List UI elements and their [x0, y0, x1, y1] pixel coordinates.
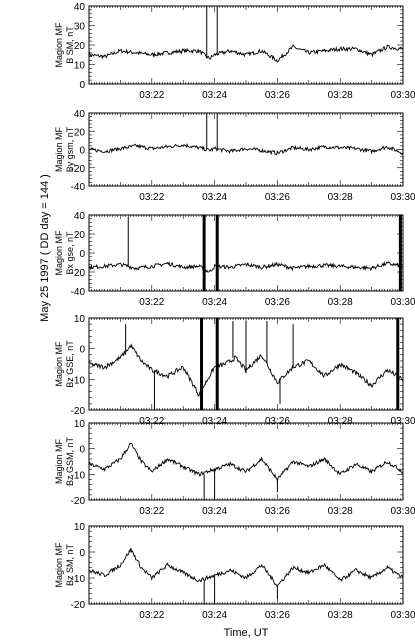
x-tick-label: 03:22 [139, 506, 164, 517]
y-tick-label: 40 [74, 2, 86, 13]
series-line [89, 260, 403, 273]
x-tick-label: 03:22 [139, 297, 164, 308]
y-tick-label: 10 [74, 522, 86, 533]
y-axis-label: By gsm, nT [65, 126, 75, 172]
y-axis-label: Bz GSE, nT [65, 340, 75, 388]
y-tick-label: 10 [74, 61, 86, 72]
panel-4: -20 -10 0 10 03:22 03:24 03:26 03:28 03:30 Magion… [54, 314, 415, 427]
y-tick-label: 0 [79, 548, 85, 559]
x-tick-label: 03:24 [202, 506, 227, 517]
x-tick-label: 03:30 [390, 416, 415, 427]
y-tick-label: -10 [71, 574, 86, 585]
y-tick-label: 10 [74, 314, 86, 325]
y-tick-label: 0 [79, 249, 85, 260]
x-tick-label: 03:26 [265, 90, 290, 101]
y-tick-label: 0 [79, 445, 85, 456]
plot-frame [88, 214, 404, 292]
x-tick-label: 03:28 [328, 192, 353, 203]
y-tick-label: -10 [71, 375, 86, 386]
series-line [89, 442, 403, 483]
y-axis-label: Magion MF [54, 341, 64, 387]
panel-3: -40 -20 0 20 40 03:22 03:24 03:26 03:28 03:30 Magi… [54, 211, 415, 308]
y-tick-label: -20 [71, 268, 86, 279]
x-tick-label: 03:26 [265, 416, 290, 427]
y-axis-label: Bz SM, nT [65, 543, 75, 586]
y-axis-label: Magion MF [54, 542, 64, 588]
y-axis-label: Bx gse, nT [65, 231, 75, 275]
y-tick-label: 0 [79, 345, 85, 356]
series-line [89, 143, 403, 156]
y-axis-label: Magion MF [54, 22, 64, 68]
y-axis-label: Magion MF [54, 230, 64, 276]
panel-1: 0 10 20 30 40 03:22 03:24 03:26 03:28 03:30 Magion… [54, 2, 415, 101]
x-tick-label: 03:28 [328, 90, 353, 101]
x-tick-label: 03:30 [390, 610, 415, 621]
y-tick-label: 20 [74, 230, 86, 241]
y-tick-label: -20 [71, 406, 86, 417]
y-tick-label: -20 [71, 496, 86, 507]
series-line [89, 547, 403, 588]
y-tick-label: -40 [71, 287, 86, 298]
y-tick-label: 0 [79, 80, 85, 91]
panel-2: -40 -20 0 20 40 03:22 03:24 03:26 03:28 03:30 Magi… [54, 109, 415, 203]
plot-frame [88, 525, 404, 605]
x-tick-label: 03:28 [328, 506, 353, 517]
x-tick-label: 03:30 [390, 506, 415, 517]
x-tick-label: 03:22 [139, 90, 164, 101]
y-axis-label: B SM, nT [65, 26, 75, 64]
x-tick-label: 03:24 [202, 297, 227, 308]
y-tick-label: 10 [74, 419, 86, 430]
x-tick-label: 03:28 [328, 610, 353, 621]
y-tick-label: -10 [71, 470, 86, 481]
x-axis-title: Time, UT [224, 627, 269, 639]
y-axis-label: Magion MF [54, 126, 64, 172]
x-tick-label: 03:30 [390, 90, 415, 101]
y-tick-label: 40 [74, 211, 86, 222]
panel-6: -20 -10 0 10 03:22 03:24 03:26 03:28 03:30 Magion… [54, 522, 415, 621]
y-tick-label: 0 [79, 146, 85, 157]
x-tick-label: 03:30 [390, 192, 415, 203]
x-tick-label: 03:24 [202, 610, 227, 621]
y-axis-label: Magion MF [54, 438, 64, 484]
y-tick-label: 20 [74, 41, 86, 52]
y-tick-label: 30 [74, 22, 86, 33]
x-tick-label: 03:28 [328, 297, 353, 308]
x-tick-label: 03:30 [390, 297, 415, 308]
x-tick-label: 03:28 [328, 416, 353, 427]
x-tick-label: 03:24 [202, 90, 227, 101]
y-tick-label: 40 [74, 109, 86, 120]
x-tick-label: 03:26 [265, 192, 290, 203]
plot-frame [88, 5, 404, 85]
y-tick-label: -20 [71, 164, 86, 175]
x-tick-label: 03:24 [202, 416, 227, 427]
series-line [89, 343, 403, 397]
x-tick-label: 03:22 [139, 416, 164, 427]
x-tick-label: 03:26 [265, 297, 290, 308]
panel-5: -20 -10 0 10 03:22 03:24 03:26 03:28 03:30 Magion… [54, 419, 415, 517]
x-tick-label: 03:26 [265, 610, 290, 621]
x-tick-label: 03:24 [202, 192, 227, 203]
y-axis-label: Bz GSM, nT [65, 436, 75, 486]
plot-frame [88, 422, 404, 501]
y-tick-label: -20 [71, 600, 86, 611]
x-tick-label: 03:22 [139, 610, 164, 621]
series-line [89, 44, 403, 63]
y-tick-label: -40 [71, 182, 86, 193]
x-tick-label: 03:26 [265, 506, 290, 517]
panels-group: 0 10 20 30 40 03:22 03:24 03:26 03:28 03:30 Magion… [54, 2, 415, 621]
side-title: May 25 1997 ( DD day = 144 ) [39, 174, 51, 322]
x-tick-label: 03:22 [139, 192, 164, 203]
y-tick-label: 20 [74, 127, 86, 138]
